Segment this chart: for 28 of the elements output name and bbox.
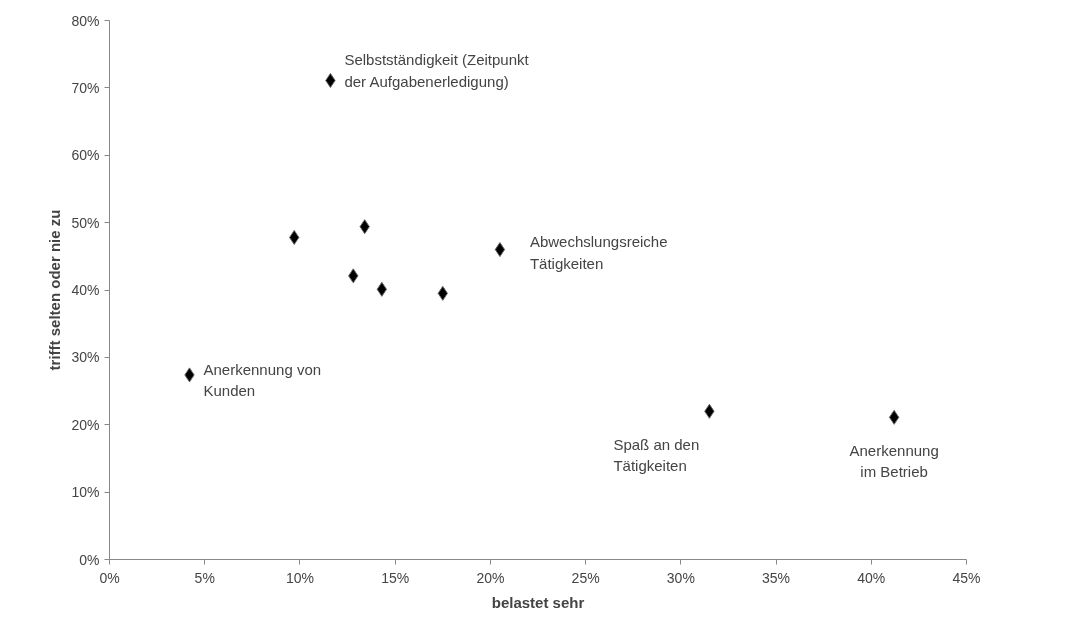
x-tick-label: 35% <box>762 569 791 586</box>
y-tick-label: 70% <box>71 79 100 96</box>
annotation: Anerkennung im Betrieb <box>849 442 939 481</box>
x-tick-label: 5% <box>194 569 215 586</box>
y-tick-label: 10% <box>71 484 100 501</box>
y-axis-title: trifft selten oder nie zu <box>46 209 64 371</box>
y-tick-label: 30% <box>71 349 100 366</box>
annotation: Spaß an den Tätigkeiten <box>613 436 700 475</box>
y-tick-label: 60% <box>71 147 100 164</box>
x-tick-label: 20% <box>476 569 505 586</box>
y-tick-label: 40% <box>71 282 100 298</box>
x-axis-title: belastet sehr <box>491 593 585 611</box>
x-tick-label: 15% <box>381 569 410 586</box>
x-tick-label: 0% <box>99 569 120 586</box>
point <box>888 409 900 425</box>
annotation: Selbstständigkeit (Zeitpunkt der Aufgabenerledigung) <box>344 51 530 90</box>
y-tick-label: 50% <box>71 214 100 231</box>
y-tick-label: 80% <box>71 12 100 29</box>
y-tick-label: 0% <box>79 551 100 568</box>
annotation: Anerkennung von Kunden <box>203 360 322 400</box>
x-tick-label: 40% <box>857 569 886 586</box>
annotation: Abwechslungsreiche Tätigkeiten <box>529 233 668 272</box>
x-tick-label: 10% <box>285 569 314 586</box>
x-tick-label: 30% <box>666 569 695 586</box>
y-tick-label: 20% <box>71 416 100 433</box>
x-tick-label: 25% <box>571 569 600 586</box>
point <box>494 242 506 258</box>
x-tick-label: 45% <box>952 569 981 586</box>
